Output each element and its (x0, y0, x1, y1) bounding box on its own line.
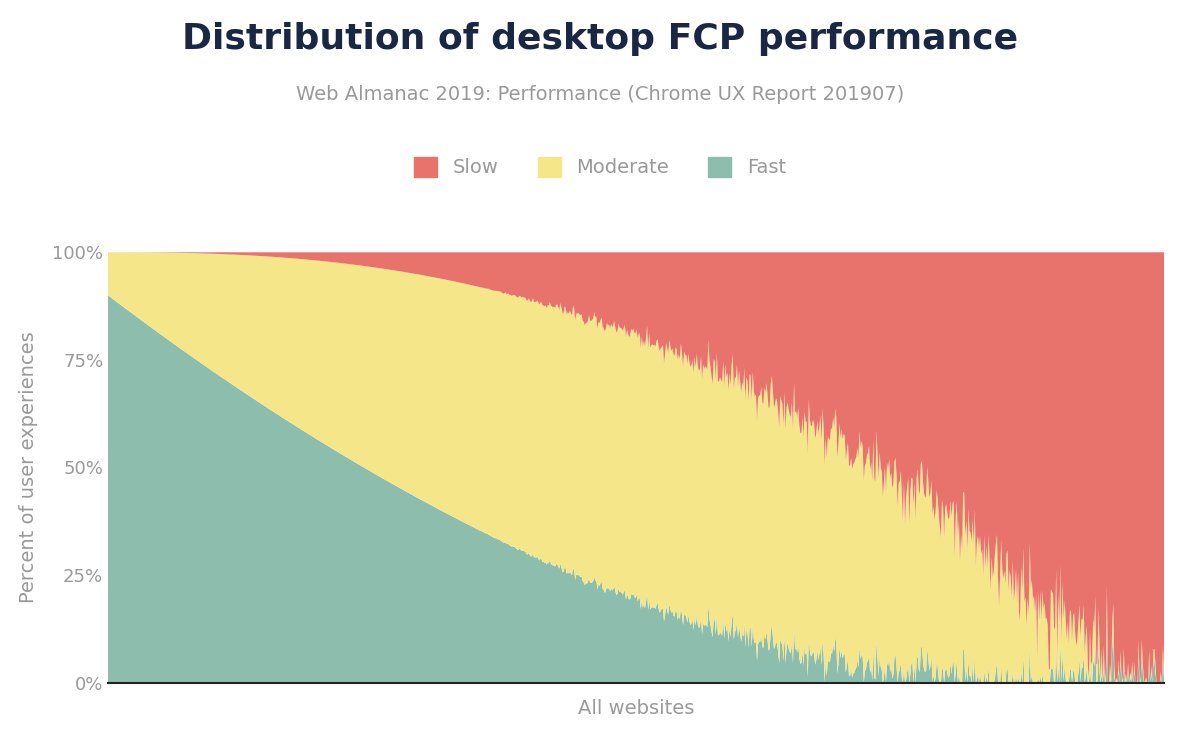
X-axis label: All websites: All websites (578, 699, 694, 718)
Text: Distribution of desktop FCP performance: Distribution of desktop FCP performance (182, 22, 1018, 56)
Legend: Slow, Moderate, Fast: Slow, Moderate, Fast (404, 147, 796, 187)
Text: Web Almanac 2019: Performance (Chrome UX Report 201907): Web Almanac 2019: Performance (Chrome UX… (296, 85, 904, 105)
Y-axis label: Percent of user experiences: Percent of user experiences (19, 332, 38, 603)
